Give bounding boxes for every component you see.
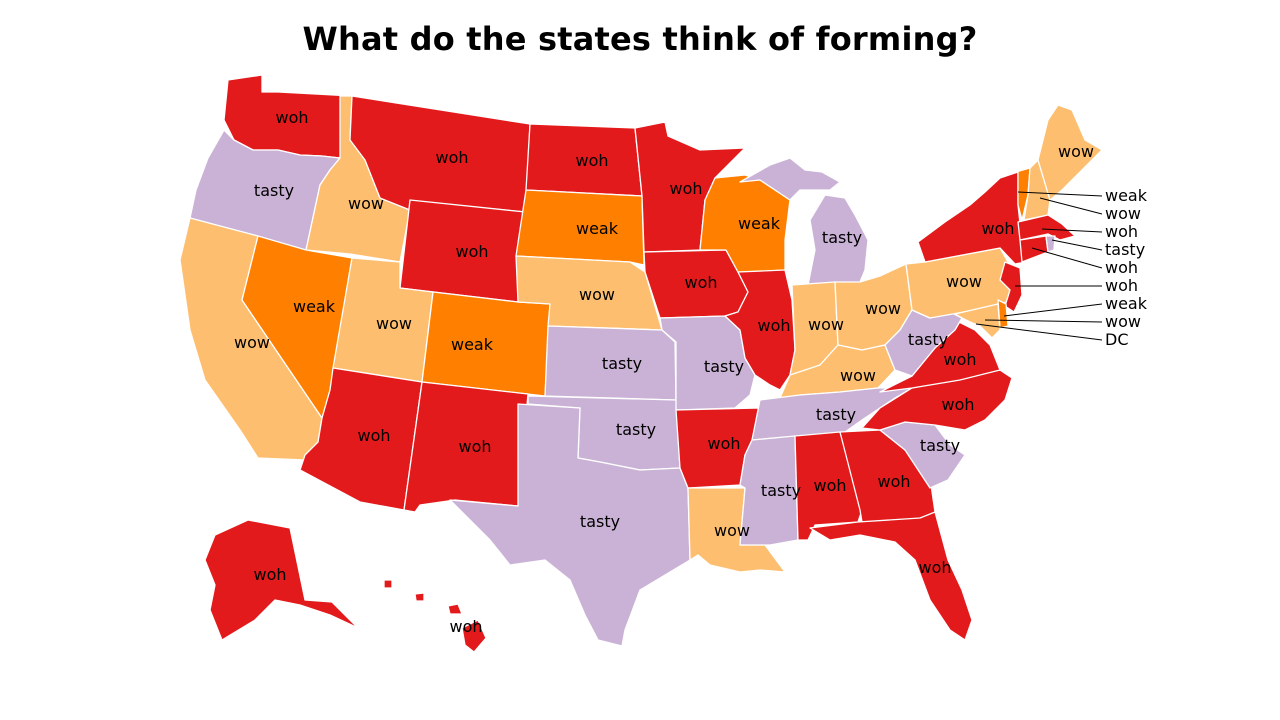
label-ne: wow bbox=[579, 285, 615, 304]
label-me: wow bbox=[1058, 142, 1094, 161]
label-in: wow bbox=[808, 315, 844, 334]
label-ak: woh bbox=[253, 565, 286, 584]
label-ny: woh bbox=[981, 219, 1014, 238]
label-az: woh bbox=[357, 426, 390, 445]
callout-md: wow bbox=[1105, 312, 1141, 331]
label-wa: woh bbox=[275, 108, 308, 127]
callout-vt: weak bbox=[1105, 186, 1148, 205]
label-nc: woh bbox=[941, 395, 974, 414]
callout-dc: DC bbox=[1105, 330, 1129, 349]
state-ak bbox=[204, 519, 359, 641]
label-wv: tasty bbox=[908, 330, 948, 349]
callout-ma: woh bbox=[1105, 222, 1138, 241]
leader-md bbox=[984, 319, 1103, 323]
state-mi-lp bbox=[807, 194, 869, 286]
label-wi: weak bbox=[738, 214, 781, 233]
label-la: wow bbox=[714, 521, 750, 540]
state-wi bbox=[699, 174, 791, 273]
label-mt: woh bbox=[435, 148, 468, 167]
label-ia: woh bbox=[684, 273, 717, 292]
label-sd: weak bbox=[576, 219, 619, 238]
callout-ct: woh bbox=[1105, 258, 1138, 277]
leader-ma bbox=[1041, 228, 1103, 233]
state-nj bbox=[999, 261, 1023, 313]
state-hi-big bbox=[461, 619, 487, 653]
label-ky: wow bbox=[840, 366, 876, 385]
label-fl: woh bbox=[918, 558, 951, 577]
label-sc: tasty bbox=[920, 436, 960, 455]
state-fl bbox=[809, 511, 973, 641]
label-ok: tasty bbox=[616, 420, 656, 439]
label-hi: woh bbox=[449, 617, 482, 636]
label-wy: woh bbox=[455, 242, 488, 261]
state-me bbox=[1037, 104, 1103, 201]
label-mo: tasty bbox=[704, 357, 744, 376]
leader-nh bbox=[1039, 197, 1103, 215]
label-nv: weak bbox=[293, 297, 336, 316]
label-va: woh bbox=[943, 350, 976, 369]
label-ks: tasty bbox=[602, 354, 642, 373]
label-pa: wow bbox=[946, 272, 982, 291]
state-hi-oahu bbox=[414, 592, 425, 602]
state-ny bbox=[917, 171, 1027, 265]
callout-de: weak bbox=[1105, 294, 1148, 313]
callout-nj: woh bbox=[1105, 276, 1138, 295]
leader-ct bbox=[1031, 247, 1103, 269]
callout-ri: tasty bbox=[1105, 240, 1145, 259]
label-nm: woh bbox=[458, 437, 491, 456]
leader-ri bbox=[1051, 239, 1103, 251]
leader-dc bbox=[975, 323, 1103, 341]
leader-de bbox=[1003, 303, 1103, 317]
state-md bbox=[954, 303, 1001, 339]
leader-vt bbox=[1017, 191, 1103, 197]
state-hi-kauai bbox=[383, 579, 393, 589]
label-mi: tasty bbox=[822, 228, 862, 247]
callout-nh: wow bbox=[1105, 204, 1141, 223]
state-nc bbox=[861, 369, 1013, 431]
label-al: woh bbox=[813, 476, 846, 495]
label-ut: wow bbox=[376, 314, 412, 333]
label-tx: tasty bbox=[580, 512, 620, 531]
state-hi-maui bbox=[447, 603, 463, 615]
label-ga: woh bbox=[877, 472, 910, 491]
label-ms: tasty bbox=[761, 481, 801, 500]
label-oh: wow bbox=[865, 299, 901, 318]
label-il: woh bbox=[757, 316, 790, 335]
label-or: tasty bbox=[254, 181, 294, 200]
state-mi-up bbox=[739, 157, 841, 201]
label-nd: woh bbox=[575, 151, 608, 170]
label-ca: wow bbox=[234, 333, 270, 352]
label-co: weak bbox=[451, 335, 494, 354]
state-tx bbox=[449, 403, 691, 647]
map-title: What do the states think of forming? bbox=[302, 20, 978, 58]
label-id: wow bbox=[348, 194, 384, 213]
label-ar: woh bbox=[707, 434, 740, 453]
state-ri bbox=[1045, 235, 1056, 253]
state-sd bbox=[515, 189, 645, 266]
label-mn: woh bbox=[669, 179, 702, 198]
label-tn: tasty bbox=[816, 405, 856, 424]
